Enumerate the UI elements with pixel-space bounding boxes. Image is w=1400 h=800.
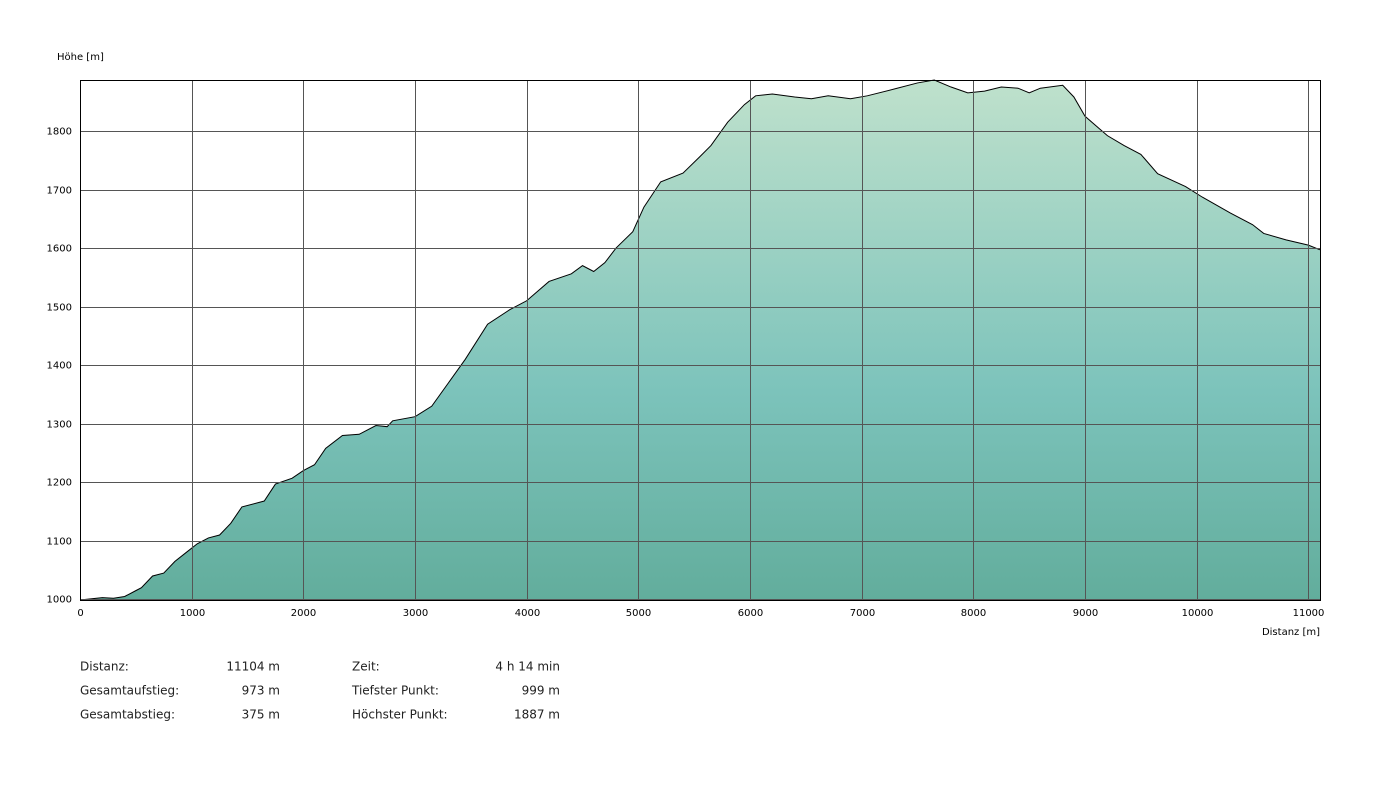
x-tick-label: 6000	[738, 608, 763, 619]
area-fill	[80, 80, 1320, 600]
x-tick-label: 4000	[515, 608, 540, 619]
x-tick-label: 10000	[1182, 608, 1214, 619]
stat-value: 4 h 14 min	[495, 660, 560, 674]
x-tick-label: 3000	[403, 608, 428, 619]
stat-value: 375 m	[242, 708, 280, 722]
stat-label: Gesamtaufstieg:	[80, 684, 179, 698]
y-tick-label: 1000	[47, 595, 72, 606]
y-tick-label: 1200	[47, 478, 72, 489]
stat-label: Tiefster Punkt:	[351, 684, 439, 698]
stat-value: 973 m	[242, 684, 280, 698]
profile-line	[79, 79, 1321, 601]
y-tick-label: 1400	[47, 361, 72, 372]
y-tick-label: 1300	[47, 420, 72, 431]
x-tick-label: 2000	[291, 608, 316, 619]
x-tick-label: 5000	[626, 608, 651, 619]
y-tick-label: 1100	[47, 537, 72, 548]
plot-border	[80, 80, 1321, 601]
stat-value: 999 m	[522, 684, 560, 698]
stat-label: Höchster Punkt:	[352, 708, 448, 722]
stat-value: 11104 m	[226, 660, 280, 674]
stat-label: Distanz:	[80, 660, 129, 674]
x-tick-label: 11000	[1293, 608, 1325, 619]
stat-label: Zeit:	[352, 660, 380, 674]
x-tick-label: 9000	[1073, 608, 1098, 619]
y-axis-label: Höhe [m]	[57, 52, 104, 63]
x-tick-label: 0	[77, 608, 83, 619]
stat-value: 1887 m	[514, 708, 560, 722]
y-tick-label: 1600	[47, 244, 72, 255]
stat-label: Gesamtabstieg:	[80, 708, 175, 722]
y-tick-label: 1700	[47, 186, 72, 197]
x-tick-label: 7000	[850, 608, 875, 619]
x-axis-label: Distanz [m]	[1262, 627, 1320, 638]
y-tick-label: 1800	[47, 127, 72, 138]
x-tick-label: 8000	[961, 608, 986, 619]
x-tick-label: 1000	[180, 608, 205, 619]
y-tick-label: 1500	[47, 303, 72, 314]
